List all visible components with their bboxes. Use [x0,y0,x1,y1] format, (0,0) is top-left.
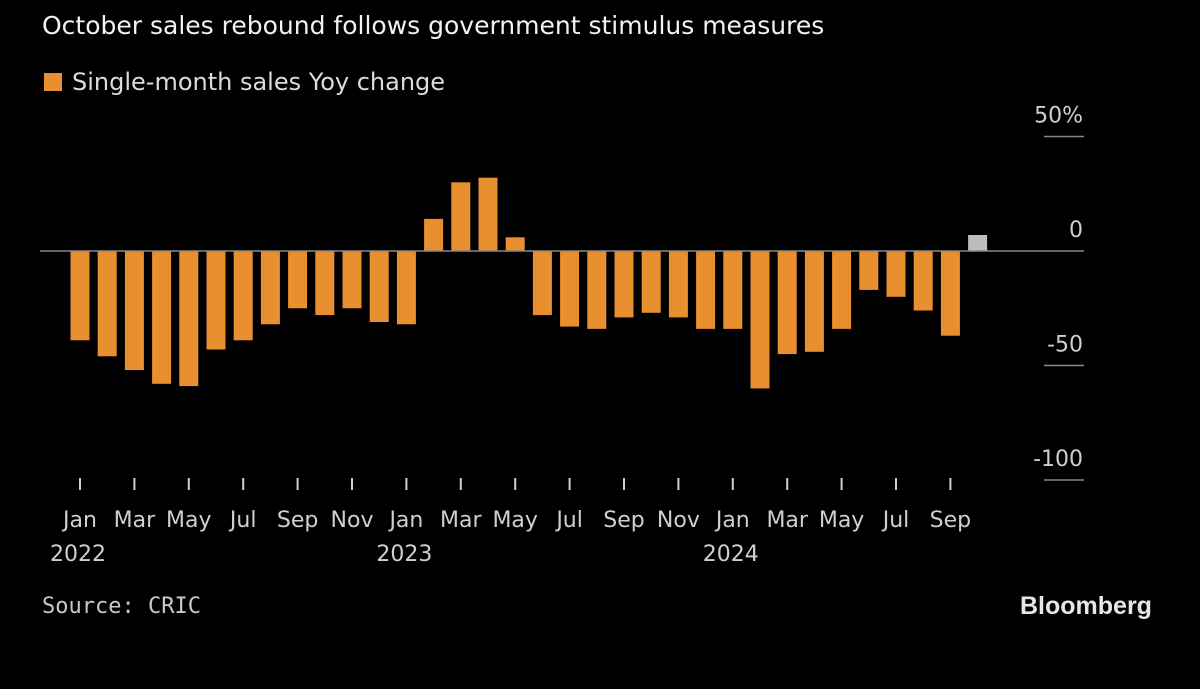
legend: Single-month sales Yoy change [44,68,445,96]
x-tick-label: Jan [61,508,97,533]
x-tick-label: Nov [331,508,374,533]
bar-2024-05 [832,251,852,329]
x-tick-label: Sep [603,508,644,533]
x-year-label: 2024 [703,542,759,567]
x-tick-label: Mar [766,508,808,533]
bar-2022-09 [288,251,308,309]
bar-2024-06 [859,251,879,290]
bar-2024-01 [723,251,743,329]
bar-2022-12 [369,251,389,322]
x-tick-label: Sep [930,508,971,533]
x-tick-label: May [819,508,864,533]
x-tick-label: May [492,508,537,533]
x-tick-label: Sep [277,508,318,533]
bar-2024-02 [750,251,770,389]
bar-2024-08 [913,251,933,311]
source-note: Source: CRIC [42,594,201,619]
bar-2023-01 [396,251,416,325]
bar-2023-10 [641,251,661,313]
bar-2023-05 [505,237,525,251]
bar-2023-04 [478,177,498,251]
bar-2024-03 [777,251,797,355]
x-tick-label: Mar [440,508,482,533]
bloomberg-logo: Bloomberg [1020,592,1152,620]
bar-2022-10 [315,251,335,316]
x-tick-label: Jul [554,508,583,533]
x-tick-label: Jul [228,508,257,533]
bar-2024-04 [804,251,824,352]
x-tick-label: Jul [881,508,910,533]
y-tick-label: -100 [1033,447,1083,472]
bar-2022-06 [206,251,226,350]
bar-2022-07 [233,251,253,341]
y-tick-label: 0 [1069,218,1083,243]
chart-subtitle: October sales rebound follows government… [42,11,825,40]
x-year-label: 2022 [50,542,106,567]
bar-2023-06 [532,251,552,316]
bar-2023-07 [560,251,580,327]
y-tick-label: 50% [1034,104,1083,129]
bar-2023-03 [451,182,471,251]
bar-2024-09 [940,251,960,336]
x-tick-label: Jan [387,508,423,533]
bar-2022-04 [152,251,172,384]
bar-2023-02 [424,218,444,251]
y-tick-label: -50 [1047,333,1083,358]
x-tick-label: Jan [714,508,750,533]
x-tick-label: Mar [114,508,156,533]
bar-2022-02 [97,251,117,357]
bar-2023-11 [668,251,688,318]
bar-2024-07 [886,251,906,297]
bar-2023-09 [614,251,634,318]
bar-2022-08 [260,251,280,325]
x-year-label: 2023 [376,542,432,567]
bar-2023-12 [696,251,716,329]
bar-2022-11 [342,251,362,309]
x-tick-label: May [166,508,211,533]
bar-2022-05 [179,251,199,387]
x-tick-label: Nov [657,508,700,533]
bar-2024-10 [968,235,988,251]
legend-label: Single-month sales Yoy change [72,68,446,96]
bar-2022-03 [124,251,144,371]
legend-swatch [44,73,62,91]
bar-2023-08 [587,251,607,329]
bar-2022-01 [70,251,90,341]
